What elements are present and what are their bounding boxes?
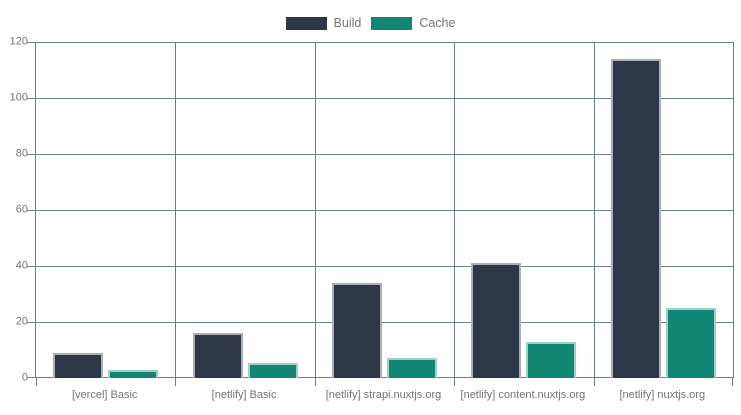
category-separator-line — [593, 42, 595, 378]
bar-group — [36, 42, 175, 378]
y-axis-tick-label: 100 — [9, 91, 28, 104]
x-axis-line — [35, 377, 734, 378]
legend-swatch-icon — [371, 17, 413, 30]
category-separator-line — [175, 42, 177, 378]
bar-cache — [247, 362, 298, 378]
gridline — [35, 322, 734, 324]
bar-cache — [526, 341, 577, 378]
x-axis-tick — [593, 378, 595, 386]
legend-swatch-icon — [285, 17, 327, 30]
legend-item-build[interactable]: Build — [285, 16, 362, 31]
y-axis-tick — [27, 322, 35, 324]
bar-cache — [386, 358, 437, 378]
bar-build — [471, 263, 522, 378]
y-axis-tick — [27, 377, 35, 378]
legend-label: Cache — [419, 16, 456, 31]
y-axis-tick — [27, 266, 35, 268]
x-axis-tick — [36, 378, 37, 386]
x-axis-category-label: [netlify] nuxtjs.org — [619, 389, 706, 401]
x-axis-category-label: [netlify] Basic — [211, 389, 277, 401]
bar-group — [594, 42, 733, 378]
x-axis-tick — [314, 378, 316, 386]
bar-build — [610, 58, 661, 378]
x-axis-category-label: [netlify] content.nuxtjs.org — [460, 389, 586, 401]
y-axis-tick-label: 0 — [21, 371, 28, 384]
bar-build — [192, 333, 243, 378]
gridline — [35, 98, 734, 99]
y-axis-tick — [27, 210, 35, 211]
y-axis-labels: 0 20 40 60 80 100 120 — [0, 36, 28, 383]
gridline — [35, 210, 734, 211]
bar-cache — [665, 308, 716, 378]
y-axis-tick — [27, 42, 35, 43]
legend-label: Build — [333, 16, 362, 31]
x-axis-labels: [vercel] Basic [netlify] Basic [netlify] s… — [35, 389, 732, 405]
x-axis-tick — [175, 378, 177, 386]
y-axis-tick-label: 40 — [15, 259, 28, 272]
chart-legend: Build Cache — [0, 17, 741, 30]
gridline — [35, 266, 734, 268]
category-separator-line — [314, 42, 316, 378]
y-axis-tick-label: 60 — [15, 203, 28, 216]
bar-build — [53, 352, 104, 378]
y-axis-tick-label: 20 — [15, 315, 28, 328]
x-axis-category-label: [vercel] Basic — [71, 389, 138, 401]
y-axis-tick-label: 80 — [15, 147, 28, 160]
bar-group — [175, 42, 314, 378]
category-separator-line — [454, 42, 456, 378]
bar-group — [454, 42, 593, 378]
gridline — [35, 154, 734, 156]
x-axis-tick — [454, 378, 456, 386]
x-axis-tick — [732, 378, 733, 386]
plot-area — [27, 42, 734, 386]
bar-cache — [108, 369, 159, 378]
x-axis-category-label: [netlify] strapi.nuxtjs.org — [325, 389, 442, 401]
legend-item-cache[interactable]: Cache — [371, 17, 455, 30]
bar-group — [315, 42, 454, 378]
y-axis-tick — [27, 98, 35, 99]
y-axis-tick-label: 120 — [9, 35, 28, 48]
bar-build — [331, 282, 382, 378]
y-axis-tick — [27, 154, 35, 156]
gridline — [35, 42, 734, 43]
